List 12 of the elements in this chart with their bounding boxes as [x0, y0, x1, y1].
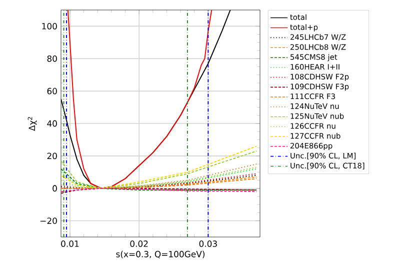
- x-tick-label: 0.03: [199, 240, 217, 247]
- x-tick-label: 0.02: [130, 240, 148, 247]
- y-axis-title: Δχ$^{2}$: [28, 117, 37, 131]
- y-tick-label: 100: [42, 23, 57, 30]
- y-tick-label: 60: [47, 88, 57, 94]
- y-tick-label: 80: [47, 55, 57, 62]
- x-axis-title: s(x=0.3, Q=100GeV): [116, 250, 204, 258]
- y-tick-label: 0: [52, 185, 57, 192]
- y-tick-label: 40: [47, 120, 57, 127]
- x-tick-label: 0.01: [61, 240, 79, 247]
- y-tick-label: −20: [40, 218, 57, 224]
- y-tick-label: 20: [47, 152, 57, 160]
